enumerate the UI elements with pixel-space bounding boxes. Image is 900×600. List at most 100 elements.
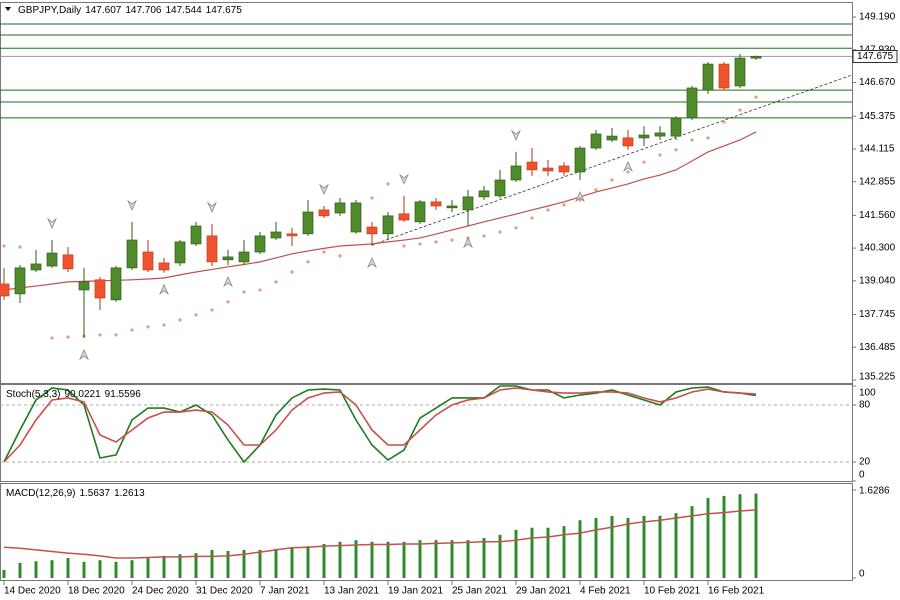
sar-dot <box>434 240 438 244</box>
macd-signal <box>3 509 757 559</box>
macd-bar <box>338 541 342 579</box>
y-tick-label: 145.375 <box>859 111 896 122</box>
sar-dot <box>546 208 550 212</box>
macd-bar <box>210 549 214 579</box>
candle-body <box>654 132 666 137</box>
y-tick-label: 149.190 <box>859 12 896 23</box>
labels: 149.190 147.930 146.670 145.375 144.115 142.8… <box>3 5 898 597</box>
macd-bar <box>466 540 470 579</box>
candle-body <box>430 201 442 207</box>
candle-body <box>558 165 570 173</box>
main-panel-frame <box>0 2 853 384</box>
y-tick-label: 147.930 <box>859 44 896 55</box>
x-tick-label: 19 Jan 2021 <box>388 586 443 597</box>
macd-bar <box>34 561 38 579</box>
sar-dot <box>754 95 758 99</box>
fractal-arrow <box>223 276 233 288</box>
macd-bar <box>274 548 278 579</box>
sar-dot <box>658 153 662 157</box>
macd-bar <box>306 546 310 579</box>
panel-header: MACD(12,26,9) 1.5637 1.2613 <box>6 488 145 499</box>
sar-dot <box>610 178 614 182</box>
candle-body <box>526 161 538 171</box>
macd-bar <box>146 558 150 579</box>
sar-dot <box>226 300 230 304</box>
sar-dot <box>178 318 182 322</box>
macd-bar <box>626 518 630 579</box>
sar-dot <box>370 196 374 200</box>
y-tick-label: 140.300 <box>859 243 896 254</box>
candle-body <box>606 135 618 141</box>
sar-dot <box>706 136 710 140</box>
stoch-line <box>3 387 757 463</box>
sar-dot <box>162 323 166 327</box>
sar-dot <box>258 288 262 292</box>
header-value: 90.0221 <box>64 389 101 400</box>
x-tick-label: 4 Feb 2021 <box>580 586 631 597</box>
sar-dot <box>66 335 70 339</box>
fractal-arrow <box>463 237 473 249</box>
macd-bar <box>50 560 54 579</box>
y-tick-label: 136.485 <box>859 342 896 353</box>
macd-bar <box>82 561 86 579</box>
y-tick-label: 20 <box>859 457 871 468</box>
sar-dot <box>626 170 630 174</box>
fractal-arrow <box>511 129 521 141</box>
sar-dot <box>482 234 486 238</box>
sar-dot <box>514 226 518 230</box>
y-tick-label: 0 <box>859 470 865 481</box>
x-tick-label: 25 Jan 2021 <box>452 586 507 597</box>
sar-dot <box>674 148 678 152</box>
fractal-arrow <box>623 160 633 173</box>
candle-body <box>126 239 138 269</box>
fractal-arrow <box>367 257 377 269</box>
macd-bar <box>546 527 550 579</box>
sar-dot <box>530 216 534 220</box>
symbol-menu-arrow[interactable] <box>5 7 11 11</box>
sar-dot <box>18 245 22 249</box>
x-tick-label: 18 Dec 2020 <box>68 586 125 597</box>
macd-bar <box>130 560 134 579</box>
y-tick-label: 80 <box>859 400 871 411</box>
candle-body <box>542 167 554 172</box>
macd-bar <box>434 540 438 579</box>
fractal-arrow <box>159 283 169 296</box>
sar-dot <box>274 280 278 284</box>
last-price-box <box>852 50 898 63</box>
macd-bar <box>162 555 166 579</box>
candle-body <box>622 137 634 147</box>
x-tick-label: 13 Jan 2021 <box>324 586 379 597</box>
sar-dot <box>98 333 102 337</box>
candle-body <box>670 117 682 137</box>
sar-dot <box>146 325 150 329</box>
candle-body <box>686 87 698 119</box>
macd-bar <box>642 515 646 579</box>
candle-body <box>238 251 250 263</box>
macd-bar <box>498 534 502 579</box>
sar-dot <box>290 270 294 274</box>
macd-bar <box>194 553 198 579</box>
macd-bar <box>178 554 182 579</box>
x-tick-label: 7 Jan 2021 <box>260 586 310 597</box>
x-tick-label: 24 Dec 2020 <box>132 586 189 597</box>
header-value: 1.2613 <box>114 488 145 499</box>
sar-dot <box>2 244 6 248</box>
candle-body <box>190 225 202 245</box>
x-tick-label: 10 Feb 2021 <box>644 586 701 597</box>
candle-body <box>478 190 490 198</box>
macd-bar <box>706 498 710 579</box>
y-tick-label: 100 <box>859 388 876 399</box>
moving-average <box>3 131 757 291</box>
y-tick-label: 141.560 <box>859 210 896 221</box>
macd-bar <box>530 527 534 579</box>
candle-body <box>78 281 90 291</box>
x-tick-label: 16 Feb 2021 <box>708 586 765 597</box>
sar-dot <box>194 313 198 317</box>
macd-bar <box>418 540 422 579</box>
macd-bar <box>66 558 70 579</box>
y-tick-label: 142.855 <box>859 176 896 187</box>
sar-dot <box>498 230 502 234</box>
candle-body <box>638 134 650 139</box>
y-tick-label: 144.115 <box>859 144 895 155</box>
candle-body <box>174 241 186 264</box>
